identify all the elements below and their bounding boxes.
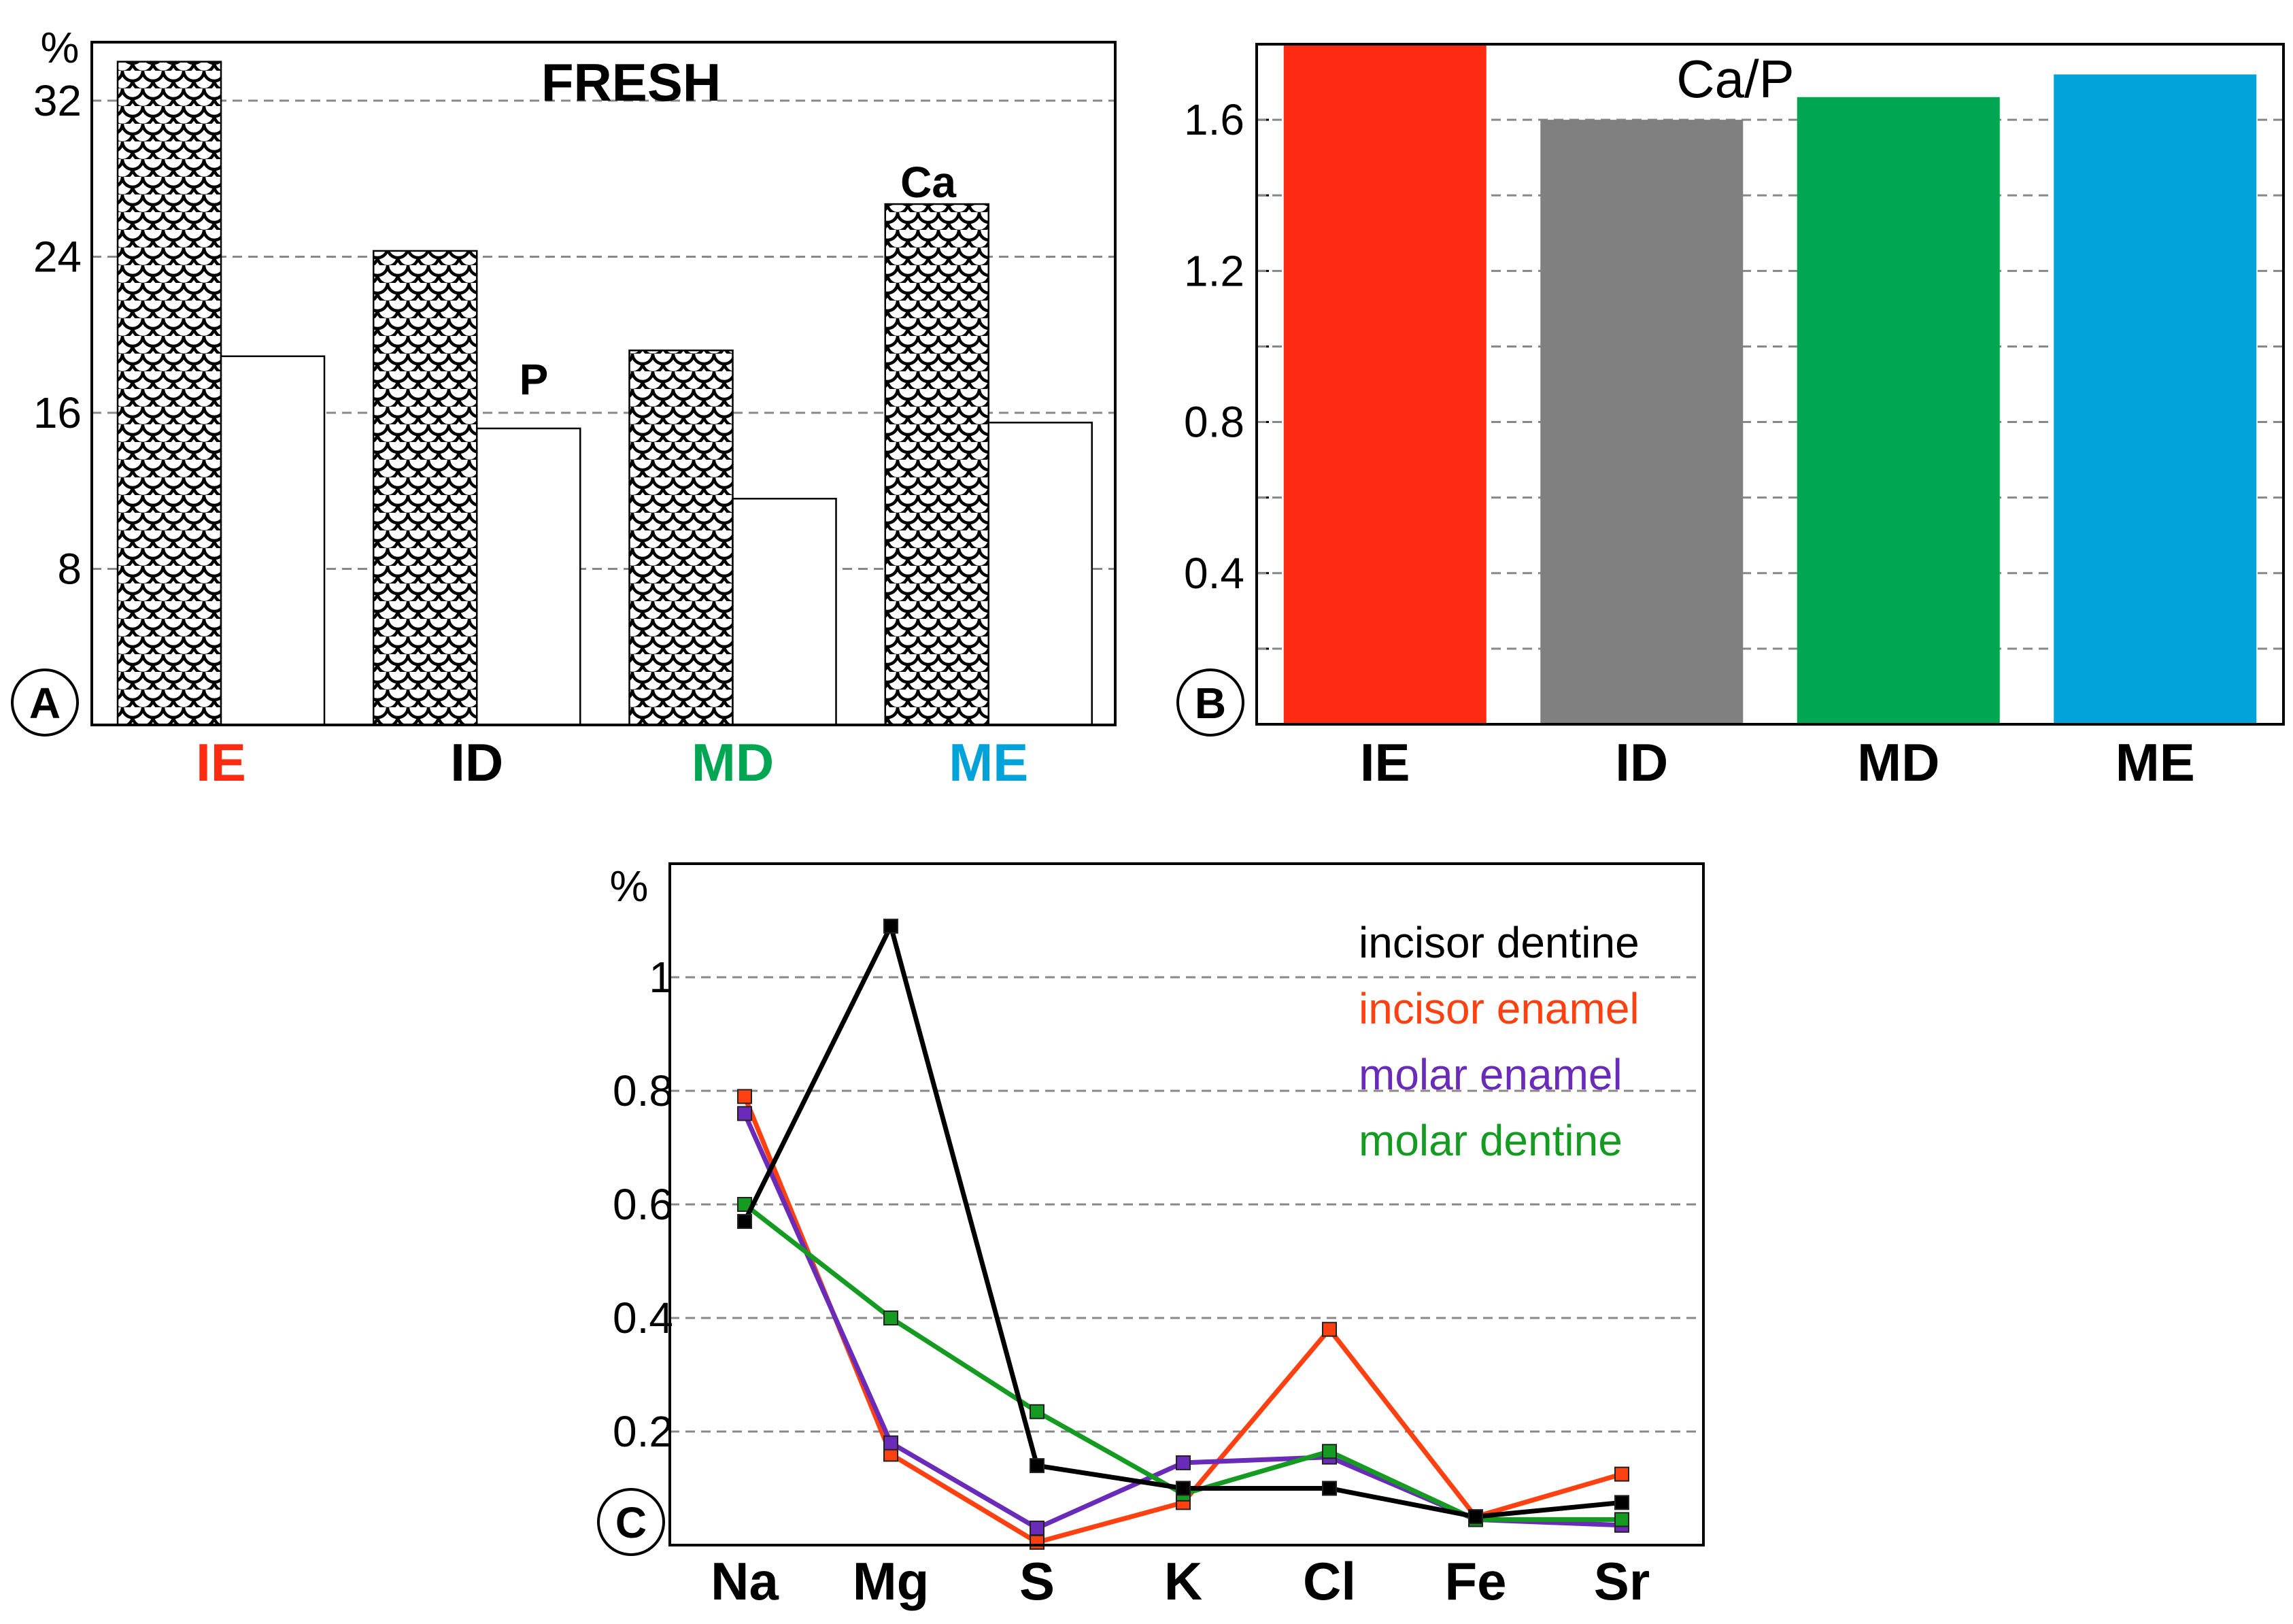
panel-a-ytick-32: 32 — [33, 76, 82, 125]
point-molar-dentine-sr — [1614, 1512, 1629, 1527]
panel-b-ytick-0-8: 0.8 — [1184, 398, 1244, 447]
bar-ca-me — [884, 203, 989, 726]
panel-a-category-me: ME — [949, 732, 1028, 792]
point-incisor-enamel-sr — [1614, 1466, 1629, 1482]
bar-ca-ie — [116, 61, 222, 726]
series-label-ca: Ca — [900, 158, 956, 207]
panel-a-frame — [90, 41, 1117, 726]
point-molar-dentine-mg — [883, 1310, 898, 1325]
point-incisor-dentine-na — [737, 1214, 752, 1230]
panel-a-letter-badge: A — [11, 669, 79, 737]
point-molar-enamel-s — [1030, 1520, 1044, 1536]
bar-ca-p-me — [2054, 74, 2257, 724]
panel-c-category-fe: Fe — [1444, 1551, 1506, 1611]
panel-c-ytick-0-6: 0.6 — [613, 1180, 673, 1229]
panel-b-category-ie: IE — [1360, 732, 1410, 792]
point-molar-enamel-k — [1176, 1455, 1191, 1470]
series-molar-enamel — [737, 1106, 1629, 1536]
bar-ca-id — [373, 250, 478, 726]
bar-p-md — [732, 497, 837, 726]
panel-b-ytick-1-2: 1.2 — [1184, 246, 1244, 295]
panel-c-category-s: S — [1019, 1551, 1055, 1611]
bar-ca-p-id — [1540, 120, 1744, 725]
panel-c-category-mg: Mg — [853, 1551, 930, 1611]
point-incisor-dentine-sr — [1614, 1495, 1629, 1510]
panel-a-category-labels: IE ID MD ME — [196, 732, 1028, 792]
panel-a-category-id: ID — [450, 732, 503, 792]
panel-b-frame — [1255, 43, 2285, 726]
panel-b-category-me: ME — [2116, 732, 2195, 792]
panel-a-category-md: MD — [692, 732, 774, 792]
panel-c-ytick-0-8: 0.8 — [613, 1066, 673, 1115]
panel-b-ytick-labels: 0.4 0.8 1.2 1.6 — [1184, 95, 1244, 598]
point-molar-dentine-cl — [1322, 1444, 1337, 1459]
panel-c-category-cl: Cl — [1303, 1551, 1356, 1611]
panel-c-letter-badge: C — [597, 1488, 665, 1556]
svg-text:C: C — [615, 1498, 647, 1547]
point-incisor-dentine-mg — [883, 918, 898, 934]
series-label-p: P — [520, 355, 549, 404]
point-incisor-dentine-k — [1176, 1481, 1191, 1496]
bar-p-id — [476, 427, 581, 726]
panel-c-category-k: K — [1164, 1551, 1202, 1611]
series-line-molar-dentine — [743, 1202, 1622, 1522]
bar-ca-p-ie — [1283, 44, 1487, 724]
bar-p-me — [987, 422, 1093, 726]
svg-text:A: A — [29, 679, 61, 728]
panel-b-gridlines — [1257, 118, 2283, 650]
bar-ca-md — [628, 349, 734, 726]
panel-c-ytick-1: 1 — [649, 953, 673, 1002]
panel-b-category-id: ID — [1615, 732, 1668, 792]
panel-c-frame — [668, 862, 1705, 1546]
panel-c-gridlines — [670, 976, 1703, 1433]
panel-c-ytick-0-2: 0.2 — [613, 1407, 673, 1456]
panel-b-title: Ca/P — [1676, 49, 1794, 109]
series-incisor-dentine — [737, 918, 1629, 1525]
panel-c-category-sr: Sr — [1594, 1551, 1650, 1611]
panel-c-ylabel: % — [610, 862, 649, 911]
panel-b-bars — [1283, 44, 2257, 725]
bar-ca-p-md — [1797, 97, 2000, 724]
legend-entry-incisor-enamel: incisor enamel — [1359, 984, 1640, 1033]
panel-c-ytick-0-4: 0.4 — [613, 1293, 673, 1342]
panel-b-ytick-1-6: 1.6 — [1184, 95, 1244, 144]
panel-b-category-labels: IE ID MD ME — [1360, 732, 2195, 792]
point-incisor-dentine-fe — [1468, 1509, 1483, 1525]
point-incisor-enamel-cl — [1322, 1321, 1337, 1337]
panel-c-chart: % 0.2 0.4 0.6 0.8 1 Na Mg S K Cl Fe Sr incisor den… — [597, 862, 1705, 1611]
point-incisor-enamel-s — [1030, 1534, 1044, 1550]
panel-a-title: FRESH — [541, 52, 721, 112]
panel-a-chart: % 8 16 24 32 FRESH Ca P IE ID MD ME A — [11, 23, 1117, 792]
legend-entry-molar-dentine: molar dentine — [1359, 1116, 1623, 1165]
panel-a-ylabel: % — [41, 23, 80, 72]
point-incisor-dentine-s — [1030, 1458, 1044, 1474]
panel-c-legend: incisor dentine incisor enamel molar ename… — [1359, 918, 1640, 1165]
series-molar-dentine — [737, 1197, 1629, 1527]
point-incisor-dentine-cl — [1322, 1481, 1337, 1496]
point-incisor-enamel-na — [737, 1089, 752, 1104]
point-molar-enamel-na — [737, 1106, 752, 1121]
panel-a-ytick-16: 16 — [33, 388, 82, 437]
panel-b-ytick-0-4: 0.4 — [1184, 549, 1244, 598]
panel-a-ytick-24: 24 — [33, 233, 82, 282]
point-molar-dentine-s — [1030, 1404, 1044, 1419]
panel-a-ytick-8: 8 — [57, 545, 82, 594]
legend-entry-incisor-dentine: incisor dentine — [1359, 918, 1640, 967]
point-molar-enamel-mg — [883, 1435, 898, 1451]
panel-c-category-na: Na — [711, 1551, 779, 1611]
panel-c-series-lines — [737, 918, 1629, 1550]
panel-c-ytick-labels: 0.2 0.4 0.6 0.8 1 — [613, 953, 673, 1456]
svg-text:B: B — [1195, 679, 1226, 728]
bar-p-ie — [220, 355, 326, 726]
panel-b-chart: 0.4 0.8 1.2 1.6 Ca/P IE ID MD ME B — [1176, 43, 2285, 792]
panel-b-letter-badge: B — [1176, 669, 1244, 737]
legend-entry-molar-enamel: molar enamel — [1359, 1050, 1623, 1099]
panel-a-category-ie: IE — [196, 732, 246, 792]
panel-b-category-md: MD — [1857, 732, 1939, 792]
panel-a-ytick-labels: 8 16 24 32 — [33, 76, 82, 593]
panel-c-category-labels: Na Mg S K Cl Fe Sr — [711, 1551, 1650, 1611]
